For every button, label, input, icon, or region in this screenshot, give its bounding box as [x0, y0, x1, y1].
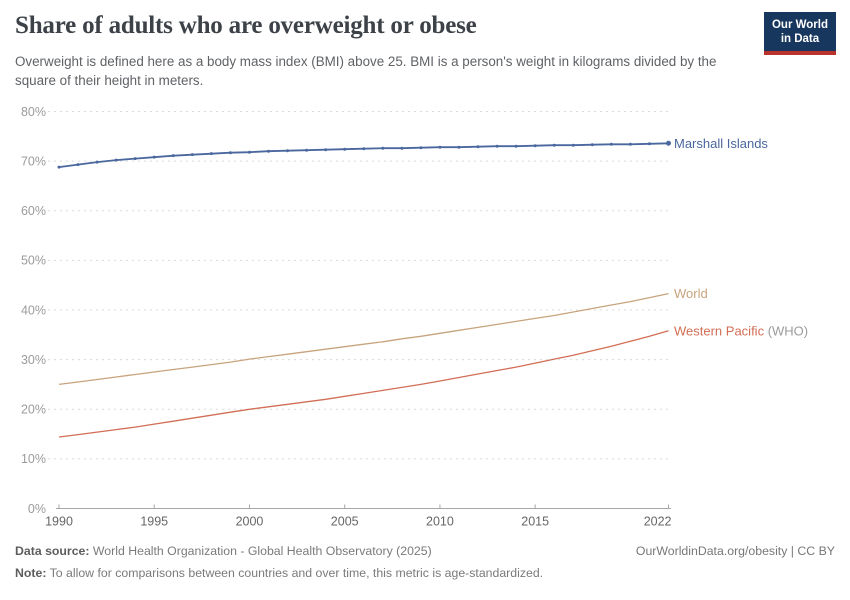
series-marker-marshall-islands-2008	[400, 146, 404, 150]
series-marker-marshall-islands-2011	[457, 145, 461, 149]
series-marker-marshall-islands-1992	[95, 160, 99, 164]
y-tick-label-60: 60%	[21, 204, 46, 218]
series-marker-marshall-islands-2003	[305, 148, 309, 152]
x-tick-label-2000: 2000	[236, 515, 264, 529]
series-marker-marshall-islands-1997	[190, 153, 194, 157]
footer-note-text: To allow for comparisons between countri…	[46, 566, 544, 581]
y-tick-label-80: 80%	[21, 105, 46, 119]
chart-footer: Data source: World Health Organization -…	[15, 544, 835, 589]
line-chart-canvas: 0% 10% 20% 30% 40% 50% 60% 70% 80% 1990 1995 2000 20…	[21, 105, 808, 529]
series-marker-marshall-islands-1993	[114, 158, 118, 162]
series-marker-marshall-islands-1999	[228, 151, 232, 155]
series-label-world[interactable]: World	[674, 286, 708, 301]
page-subtitle: Overweight is defined here as a body mas…	[15, 54, 717, 89]
series-marker-marshall-islands-1990	[57, 165, 61, 169]
series-label-marshall-islands[interactable]: Marshall Islands	[674, 136, 768, 151]
y-tick-label-50: 50%	[21, 254, 46, 268]
series-line-western-pacific[interactable]	[58, 330, 669, 438]
y-tick-label-10: 10%	[21, 452, 46, 466]
series-marker-marshall-islands-2005	[343, 147, 347, 151]
series-marker-marshall-islands-2022	[666, 140, 671, 146]
footer-note-row: Note: To allow for comparisons between c…	[15, 566, 835, 581]
footer-source-text: World Health Organization - Global Healt…	[89, 544, 432, 558]
series-marker-marshall-islands-2004	[324, 148, 328, 152]
series-label-western-pacific[interactable]: Western Pacific (WHO)	[674, 323, 808, 338]
footer-source-row: Data source: World Health Organization -…	[15, 544, 835, 559]
series-marker-marshall-islands-2013	[495, 144, 499, 148]
page-title: Share of adults who are overweight or ob…	[15, 12, 477, 39]
series-line-marshall-islands[interactable]	[58, 142, 669, 168]
series-marker-marshall-islands-2015	[533, 144, 537, 148]
series-marker-marshall-islands-2021	[647, 142, 651, 146]
series-marker-marshall-islands-2006	[362, 147, 366, 151]
series-marker-marshall-islands-2014	[514, 144, 518, 148]
y-tick-label-0: 0%	[28, 502, 46, 516]
series-marker-marshall-islands-2000	[247, 150, 251, 154]
series-marker-marshall-islands-2017	[571, 143, 575, 147]
x-tick-label-2015: 2015	[521, 515, 549, 529]
x-tick-label-1990: 1990	[45, 515, 73, 529]
owid-logo-line1: Our World	[771, 19, 828, 31]
y-tick-label-20: 20%	[21, 403, 46, 417]
footer-note-label: Note:	[15, 566, 47, 581]
footer-source-label: Data source:	[15, 544, 90, 558]
series-marker-marshall-islands-2002	[286, 149, 290, 153]
owid-logo[interactable]: Our World in Data	[763, 12, 836, 55]
series-marker-marshall-islands-2016	[552, 143, 556, 147]
series-marker-marshall-islands-2019	[609, 142, 613, 146]
series-marker-marshall-islands-2020	[628, 142, 632, 146]
series-marker-marshall-islands-1996	[171, 154, 175, 158]
series-marker-marshall-islands-2007	[381, 146, 385, 150]
y-tick-label-40: 40%	[21, 303, 46, 317]
footer-rights-link[interactable]: OurWorldinData.org/obesity | CC BY	[635, 544, 835, 558]
series-marker-marshall-islands-2001	[267, 149, 271, 153]
series-marker-marshall-islands-1998	[209, 152, 213, 156]
owid-logo-line2: in Data	[780, 33, 820, 46]
series-marker-marshall-islands-1994	[133, 157, 137, 161]
series-marker-marshall-islands-1991	[76, 163, 80, 167]
series-marker-marshall-islands-2012	[476, 145, 480, 149]
x-tick-label-1995: 1995	[140, 515, 168, 529]
x-tick-label-2005: 2005	[331, 515, 359, 529]
series-marker-marshall-islands-1995	[152, 155, 156, 159]
y-tick-label-70: 70%	[21, 154, 46, 168]
x-tick-label-2022: 2022	[644, 515, 672, 529]
series-marker-marshall-islands-2009	[419, 146, 423, 150]
y-tick-label-30: 30%	[21, 353, 46, 367]
series-line-world[interactable]	[58, 292, 669, 386]
x-tick-label-2010: 2010	[426, 515, 454, 529]
series-marker-marshall-islands-2010	[438, 145, 442, 149]
series-marker-marshall-islands-2018	[590, 143, 594, 147]
